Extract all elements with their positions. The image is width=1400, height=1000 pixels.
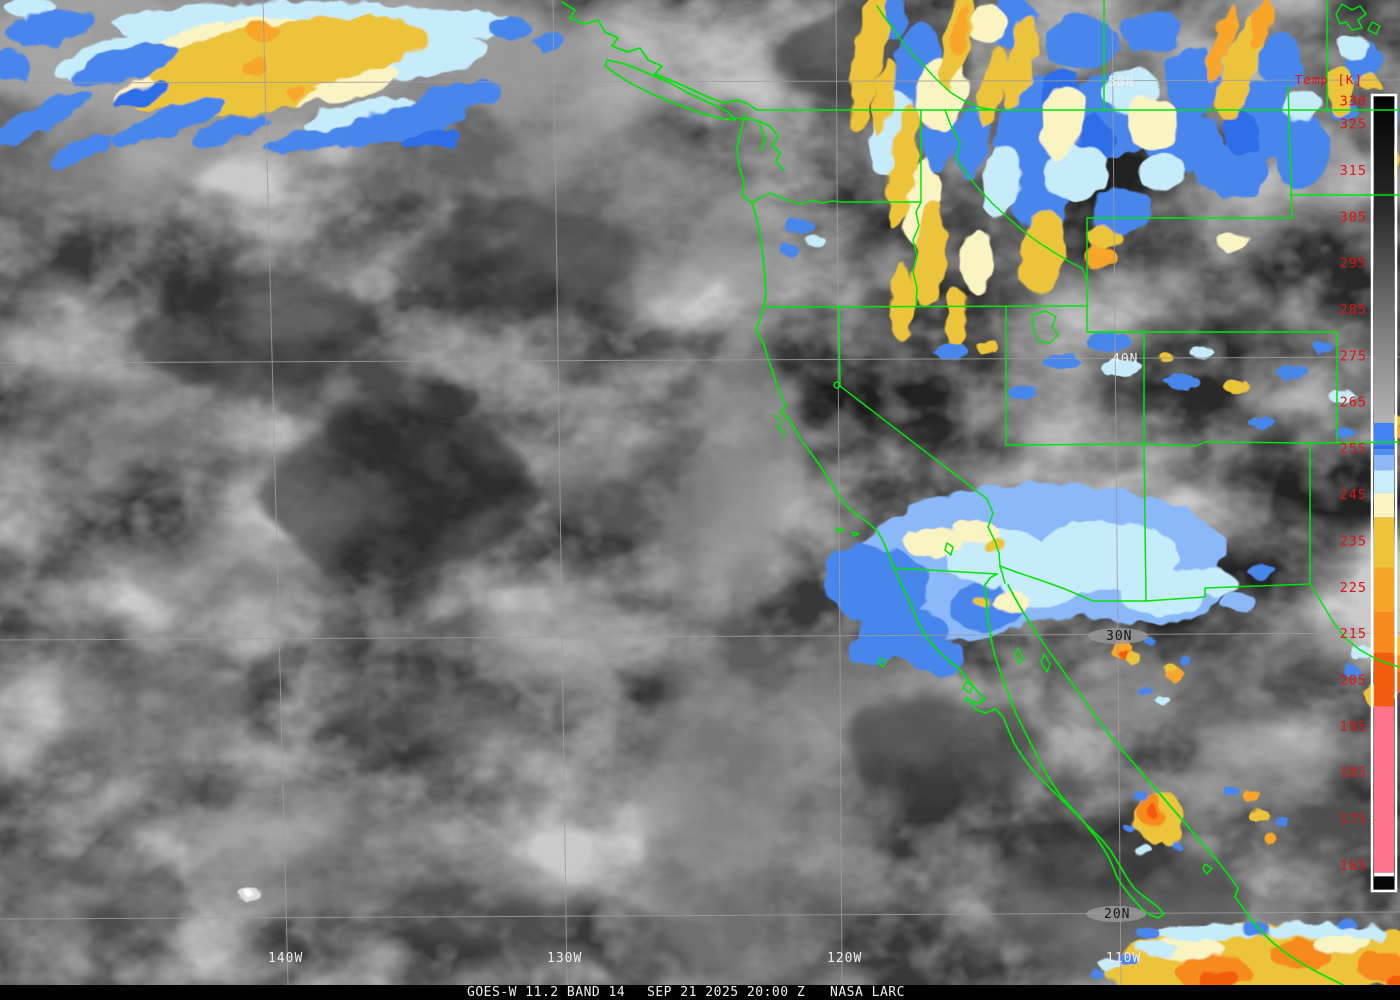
caption-credit: NASA LARC xyxy=(830,985,905,1000)
great-salt-lake xyxy=(1031,310,1059,344)
colorbar-tick: 315 xyxy=(1340,163,1367,179)
colorbar-tick: 225 xyxy=(1340,580,1367,596)
grid-label-backing xyxy=(1086,628,1148,922)
colorbar-segment xyxy=(1374,876,1394,890)
colorbar-segment xyxy=(1374,567,1394,612)
grid-label: 40N xyxy=(1112,352,1138,367)
puget-sound xyxy=(734,117,785,171)
colorbar-segment xyxy=(1374,492,1394,518)
grid-label: 140W xyxy=(268,951,303,966)
colorbar-tick: 185 xyxy=(1340,765,1367,781)
vancouver-island xyxy=(604,59,736,121)
grid-label: 50N xyxy=(1108,75,1134,90)
colorbar-title: Temp [K] xyxy=(1295,72,1363,87)
isla-angel xyxy=(1014,647,1024,665)
cloud-band-northwest xyxy=(0,0,562,166)
channel-islands xyxy=(835,527,860,537)
colorbar-tick: 195 xyxy=(1340,719,1367,735)
grid-label: 110W xyxy=(1106,951,1141,966)
coastline-west xyxy=(736,113,895,569)
border-az-nm xyxy=(1143,443,1147,602)
colorbar-segment xyxy=(1374,706,1394,873)
manitoba-lakes xyxy=(1335,3,1381,35)
grid-label: 20N xyxy=(1104,907,1130,922)
caption-product: GOES-W 11.2 BAND 14 xyxy=(467,985,626,1000)
border-mx-az xyxy=(999,565,1147,602)
colorbar-tick: 235 xyxy=(1340,534,1367,550)
isla-guadalupe xyxy=(877,657,887,668)
grid-label: 30N xyxy=(1106,629,1132,644)
colorbar-tick: 165 xyxy=(1340,858,1367,874)
colorbar-tick: 325 xyxy=(1340,117,1367,133)
salton-sea xyxy=(944,542,954,556)
colorbar-tick: 330 xyxy=(1340,94,1367,110)
isla-tiburon xyxy=(1040,653,1051,673)
bright-cloud-spot xyxy=(237,887,261,901)
mexico-mainland-coast xyxy=(1007,584,1350,989)
border-mx-nm xyxy=(1145,583,1311,602)
colorbar-tick: 215 xyxy=(1340,626,1367,642)
colorbar-tick: 285 xyxy=(1340,302,1367,318)
cloud-band-rockies xyxy=(780,0,1400,350)
isla-cedros xyxy=(962,681,974,703)
colorbar-segment xyxy=(1374,454,1394,471)
grid-label: 130W xyxy=(547,951,582,966)
coastline-bc-fjords xyxy=(561,1,758,111)
colorbar-tick: 295 xyxy=(1340,256,1367,272)
border-mt-east xyxy=(1287,84,1293,219)
colorbar-labels: 330 325 315 305 295 285 275 265 255 245 235 225 215 2… xyxy=(1340,94,1367,874)
colorbar-segment xyxy=(1374,872,1394,877)
grid-label: 120W xyxy=(827,951,862,966)
colorbar-segment xyxy=(1374,470,1394,493)
border-mx-ca xyxy=(893,567,998,575)
colorbar-segment xyxy=(1374,445,1394,449)
lake-tahoe xyxy=(833,381,841,389)
caption-bar: GOES-W 11.2 BAND 14 SEP 21 2025 20:00 Z … xyxy=(0,985,1400,1000)
colorbar-segments xyxy=(1374,96,1394,890)
colorbar xyxy=(1370,93,1398,893)
colorbar-tick: 305 xyxy=(1340,209,1367,225)
border-rio-grande xyxy=(1309,583,1400,668)
colorbar-segment xyxy=(1374,422,1394,446)
border-42n xyxy=(762,305,1088,308)
border-wa-or xyxy=(751,192,922,205)
baja-peninsula xyxy=(893,567,1165,919)
colorbar-tick: 205 xyxy=(1340,673,1367,689)
colorbar-segment xyxy=(1374,611,1394,653)
colorbar-tick: 175 xyxy=(1340,812,1367,828)
border-id-mt xyxy=(944,109,1087,279)
colorbar-tick: 275 xyxy=(1340,348,1367,364)
caption-timestamp: SEP 21 2025 20:00 Z xyxy=(647,985,806,1000)
colorbar-tick: 255 xyxy=(1340,441,1367,457)
border-37n xyxy=(1005,441,1400,447)
geo-borders xyxy=(561,0,1400,989)
storms-baja xyxy=(1126,791,1184,856)
colorbar-tick: 245 xyxy=(1340,487,1367,503)
isla-la-paz xyxy=(1202,863,1213,875)
colorbar-frame xyxy=(1370,93,1398,893)
border-bc-alberta xyxy=(876,5,996,111)
colorbar-segment xyxy=(1374,448,1394,455)
colorbar-segment xyxy=(1374,517,1394,568)
sf-bay xyxy=(774,414,786,439)
colorbar-segment xyxy=(1374,96,1394,424)
colorbar-tick: 265 xyxy=(1340,395,1367,411)
colorbar-segment xyxy=(1374,652,1394,707)
border-or-id xyxy=(912,201,922,307)
grid-labels: 50N 40N 30N 20N 140W 130W 120W 110W xyxy=(268,75,1141,966)
